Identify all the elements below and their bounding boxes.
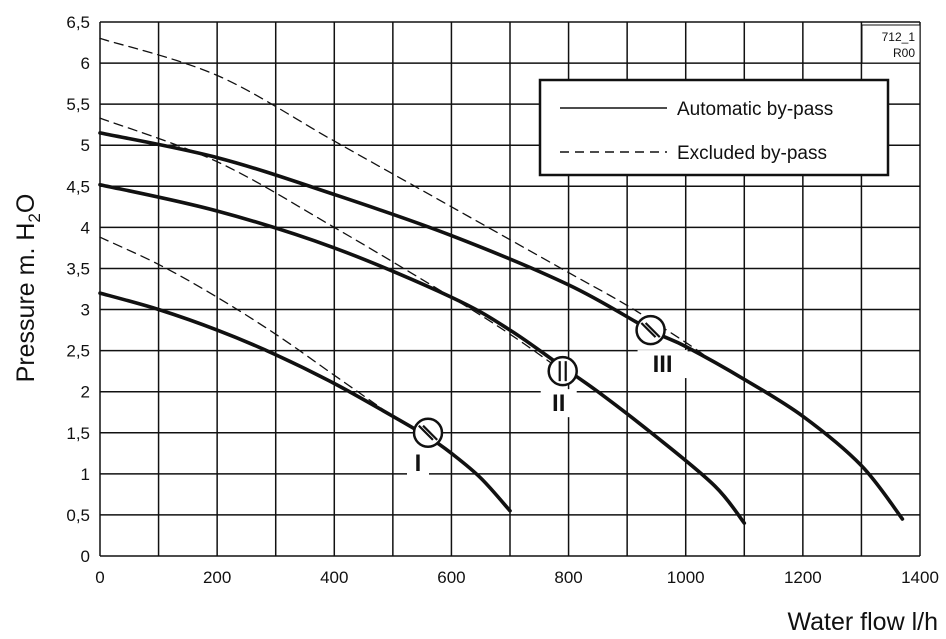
roman-label-background xyxy=(407,448,429,477)
legend-box xyxy=(538,78,890,177)
selector-iii-slot xyxy=(640,322,657,338)
y-axis-label: Pressure m. H2O xyxy=(12,194,44,383)
selector-i-icon xyxy=(412,417,444,449)
y-tick-label: 0 xyxy=(81,547,90,566)
x-tick-label: 200 xyxy=(203,568,231,587)
curve-i-automatic-bypass xyxy=(98,291,512,513)
x-tick-label: 600 xyxy=(437,568,465,587)
y-tick-label: 3 xyxy=(81,301,90,320)
x-tick-label: 800 xyxy=(554,568,582,587)
legend-label-excluded: Excluded by-pass xyxy=(677,143,827,164)
selector-iii-slot xyxy=(644,322,661,338)
y-tick-label: 6,5 xyxy=(66,13,90,32)
curves xyxy=(98,37,905,525)
x-tick-label: 0 xyxy=(95,568,104,587)
y-tick-label: 4 xyxy=(81,218,90,237)
y-tick-label: 2 xyxy=(81,383,90,402)
curve-ii-excluded-bypass xyxy=(99,117,558,368)
selector-i-slot xyxy=(422,424,438,441)
curve-i-excluded-bypass xyxy=(99,236,406,426)
curve-label-ii: II xyxy=(552,390,565,417)
selector-i-slot xyxy=(418,424,434,441)
selector-ii-icon xyxy=(547,355,578,387)
legend-label-automatic: Automatic by-pass xyxy=(677,99,833,120)
x-tick-label: 1200 xyxy=(784,568,822,587)
x-axis-label: Water flow l/h xyxy=(787,608,938,636)
selector-iii-icon xyxy=(635,314,666,346)
y-tick-label: 1 xyxy=(81,465,90,484)
curve-label-i: I xyxy=(415,450,422,477)
x-tick-label: 1000 xyxy=(667,568,705,587)
curve-ii-automatic-bypass xyxy=(98,182,747,525)
y-tick-label: 3,5 xyxy=(66,259,90,278)
y-tick-label: 5 xyxy=(81,136,90,155)
curve-label-iii: III xyxy=(653,351,673,378)
roman-label-background xyxy=(637,350,688,379)
y-tick-label: 4,5 xyxy=(66,177,90,196)
y-tick-label: 0,5 xyxy=(66,506,90,525)
x-tick-label: 1400 xyxy=(901,568,939,587)
code-box-line-1: 712_1 xyxy=(882,30,916,44)
code-box-line-2: R00 xyxy=(893,46,915,60)
drawing-code-box: 712_1 R00 xyxy=(861,24,921,64)
curve-iii-automatic-bypass xyxy=(98,131,905,521)
y-tick-label: 2,5 xyxy=(66,342,90,361)
roman-label-background xyxy=(540,389,577,418)
y-tick-label: 5,5 xyxy=(66,95,90,114)
y-tick-label: 6 xyxy=(81,54,90,73)
y-tick-label: 1,5 xyxy=(66,424,90,443)
tick-labels: 0 200 400 600 800 1000 1200 1400 0 0,5 1 1,5 2 2,5 3 3,… xyxy=(66,13,939,587)
x-tick-label: 400 xyxy=(320,568,348,587)
legend: Automatic by-pass Excluded by-pass xyxy=(538,78,890,177)
code-box-frame xyxy=(861,24,921,64)
